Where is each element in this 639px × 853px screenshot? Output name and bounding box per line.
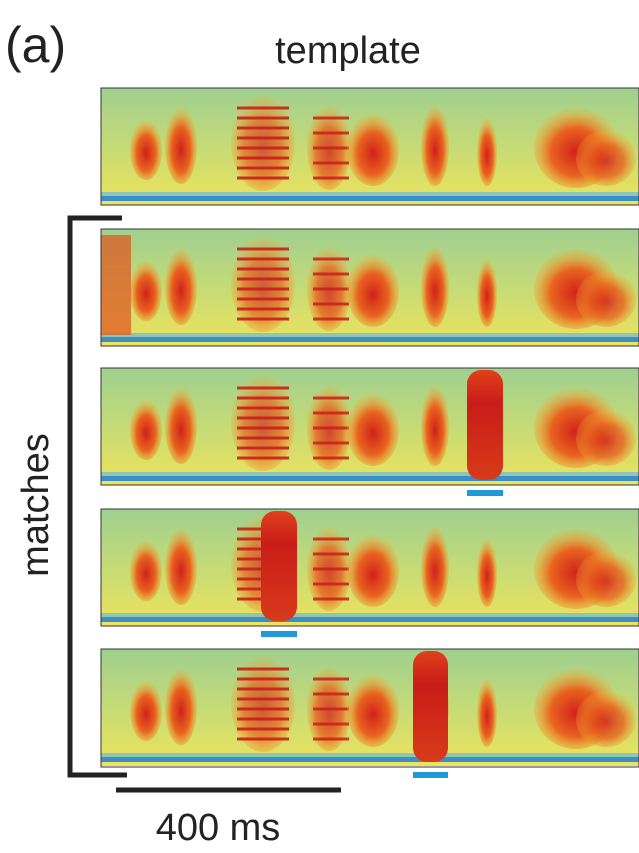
- match-spectrogram: [101, 509, 639, 626]
- panel-label: (a): [5, 17, 66, 73]
- scale-label: 400 ms: [156, 807, 281, 848]
- matches-label: matches: [15, 433, 57, 577]
- template-title: template: [275, 30, 421, 72]
- insert-marker: [261, 631, 297, 637]
- match-spectrogram: [101, 368, 639, 485]
- insert-marker: [413, 772, 448, 778]
- template-spectrogram: [101, 88, 639, 205]
- match-spectrogram: [101, 229, 639, 346]
- match-spectrogram: [101, 649, 639, 768]
- matches-bracket: [67, 215, 127, 778]
- insert-marker: [467, 490, 503, 496]
